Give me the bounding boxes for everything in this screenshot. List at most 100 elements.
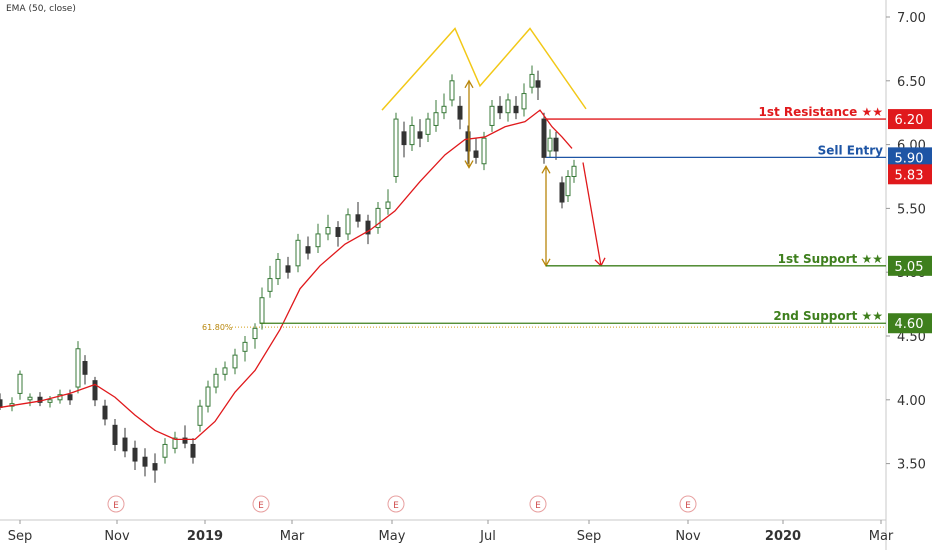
candle-body [132, 447, 138, 462]
candle-body [529, 73, 535, 88]
candle-body [489, 105, 495, 126]
x-tick-label: Sep [577, 529, 602, 544]
candle-body [267, 278, 273, 292]
level-label: 1st Support ★★ [778, 252, 883, 266]
candle-body [182, 437, 188, 444]
earnings-marker [529, 495, 547, 513]
candle-body [259, 297, 265, 324]
price-tag-label: 4.60 [895, 317, 924, 332]
candle-body [385, 201, 391, 209]
candle-body [285, 265, 291, 273]
candle-body [295, 239, 301, 267]
candle-body [222, 367, 228, 375]
candle-body [47, 399, 53, 403]
candle-body [112, 424, 118, 445]
y-tick-label: 4.50 [897, 330, 926, 345]
x-tick-label: Nov [675, 529, 701, 544]
x-tick-label: 2020 [765, 529, 801, 544]
candle-body [521, 93, 527, 110]
price-tag [888, 109, 932, 130]
y-tick-label: 7.00 [897, 11, 926, 26]
candle-body [505, 99, 511, 114]
candle-body [335, 227, 341, 237]
earnings-marker-label: E [113, 501, 119, 511]
x-tick-label: Mar [869, 529, 894, 544]
pattern-outline [381, 27, 587, 111]
candle-body [172, 437, 178, 449]
y-tick-label: 3.50 [897, 458, 926, 473]
candle-body [142, 456, 148, 467]
price-tag [888, 313, 932, 334]
candle-body [252, 327, 258, 340]
candle-body [565, 176, 571, 197]
candle-body [547, 137, 553, 152]
earnings-marker-label: E [393, 501, 399, 511]
fib-label: 61.80% [202, 323, 233, 332]
x-tick-label: Nov [104, 529, 130, 544]
candle-body [37, 396, 43, 403]
price-tag-label: 5.90 [895, 151, 924, 166]
price-tag-label: 6.20 [895, 113, 924, 128]
candle-body [122, 437, 128, 452]
price-tag [888, 255, 932, 276]
level-label: 2nd Support ★★ [773, 309, 883, 323]
indicator-label: EMA (50, close) [6, 4, 76, 14]
candle-body [345, 214, 351, 235]
x-tick-label: Jul [479, 529, 496, 544]
candle-body [102, 405, 108, 420]
candle-body [433, 112, 439, 126]
candle-body [190, 443, 196, 458]
candle-body [365, 220, 371, 235]
candle-body [0, 399, 3, 408]
candle-body [441, 105, 447, 114]
last-price-label: 5.83 [895, 168, 924, 183]
level-label: 1st Resistance ★★ [758, 105, 883, 119]
candle-body [242, 341, 248, 352]
candle-body [481, 137, 487, 165]
candle-body [305, 246, 311, 254]
candle-body [393, 118, 399, 177]
candle-body [449, 80, 455, 101]
x-tick-label: 2019 [187, 529, 223, 544]
y-tick-label: 5.50 [897, 202, 926, 217]
candle-body [355, 214, 361, 222]
measure-arrow-1-head-bottom [464, 160, 474, 169]
x-tick-label: Mar [280, 529, 305, 544]
earnings-marker [107, 495, 125, 513]
earnings-marker-label: E [258, 501, 264, 511]
price-tag-label: 5.05 [895, 260, 924, 275]
candle-body [559, 182, 565, 203]
earnings-marker-label: E [535, 501, 541, 511]
x-tick-label: Sep [8, 529, 33, 544]
candle-body [571, 165, 577, 178]
candle-body [232, 354, 238, 369]
y-tick-label: 4.00 [897, 394, 926, 409]
candle-body [162, 443, 168, 458]
candle-body [535, 80, 541, 88]
candle-body [92, 380, 98, 401]
ema-line [0, 109, 573, 441]
candle-body [457, 105, 463, 120]
measure-arrow-2-head-top [541, 164, 551, 174]
candle-body [409, 124, 415, 146]
projection-arrow [582, 162, 602, 266]
candle-body [375, 207, 381, 229]
candle-body [205, 386, 211, 407]
earnings-marker-label: E [685, 501, 691, 511]
candle-body [473, 150, 479, 158]
candle-body [465, 131, 471, 152]
candle-body [75, 348, 81, 388]
measure-arrow-1-head-top [464, 79, 474, 89]
candle-body [425, 118, 431, 135]
candle-body [57, 394, 63, 401]
candle-body [27, 396, 33, 401]
candle-body [17, 373, 23, 394]
candle-body [401, 131, 407, 146]
price-tag [888, 147, 932, 168]
candle-body [82, 361, 88, 375]
candle-body [197, 405, 203, 426]
candle-body [325, 227, 331, 235]
x-tick-label: May [379, 529, 406, 544]
candle-body [513, 105, 519, 114]
